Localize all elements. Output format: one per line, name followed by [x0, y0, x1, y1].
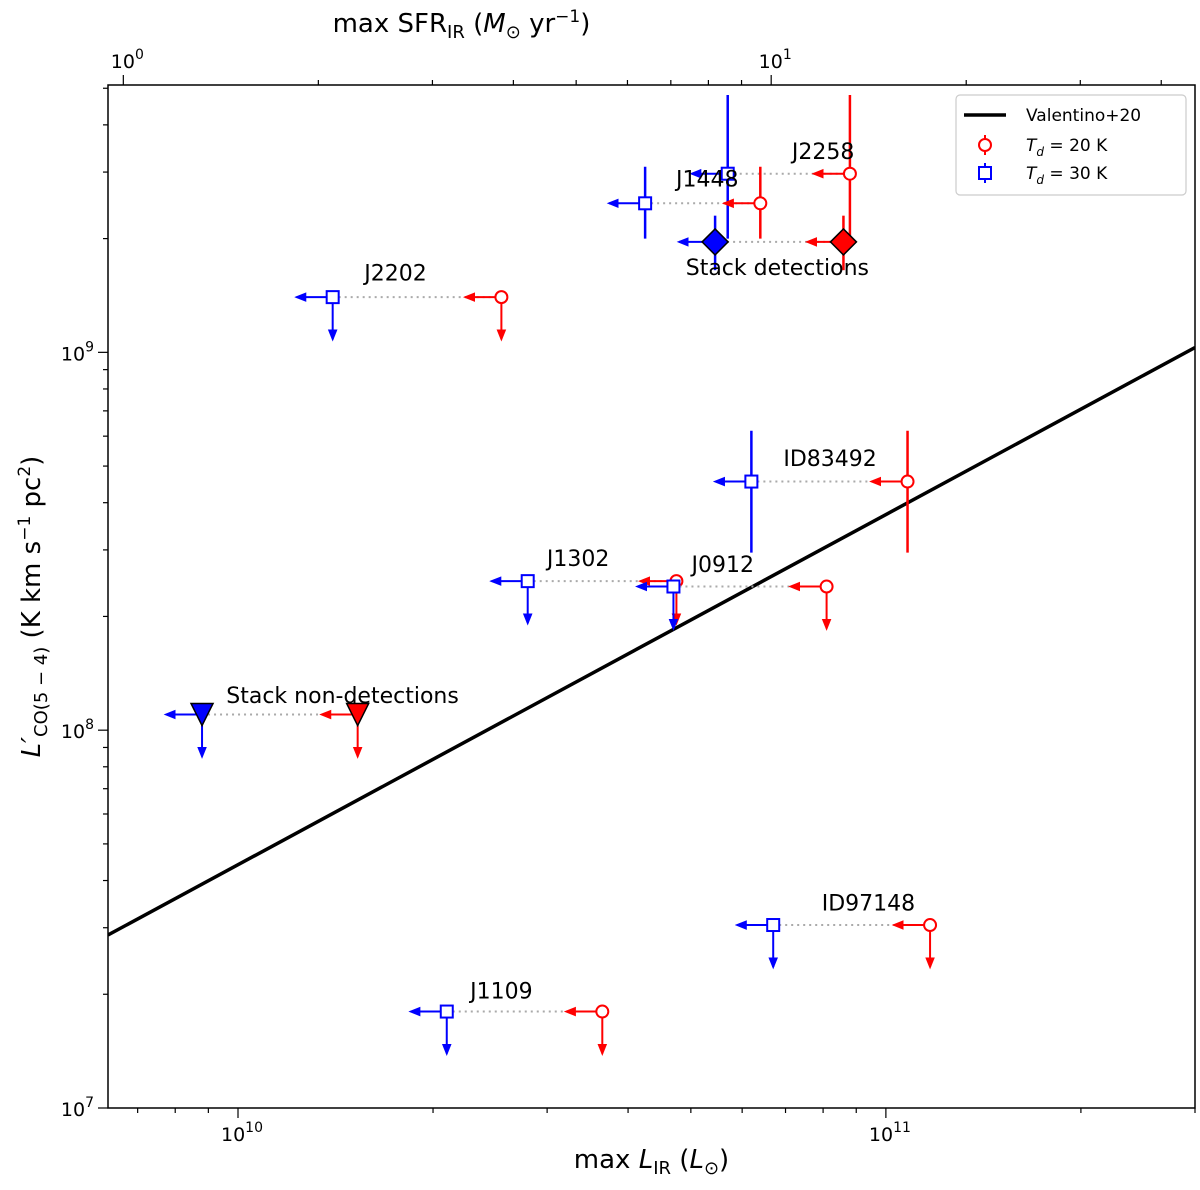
j2258-label: J2258 — [790, 140, 854, 165]
id83492-td30-marker — [744, 474, 759, 489]
id83492-td20-marker — [900, 474, 915, 489]
j2258-td20-marker — [842, 166, 857, 181]
j1109-td30-marker — [439, 1004, 454, 1019]
stack-non-detections-label: Stack non-detections — [226, 684, 459, 709]
id97148-td30-marker — [766, 918, 781, 933]
stack-non-detections-td20-marker — [345, 702, 370, 728]
x2-axis-title: max SFRIR (M⊙ yr−1) — [333, 7, 591, 43]
y-tick-label: 107 — [61, 1095, 94, 1121]
y-tick-label: 109 — [61, 339, 94, 365]
valentino20-relation-line — [108, 345, 1195, 937]
y-tick-label: 108 — [61, 717, 94, 743]
y-axis-title: L′CO(5 − 4) (K km s−1 pc2) — [15, 456, 52, 758]
j2258-td30-marker — [720, 166, 735, 181]
j1448-label: J1448 — [674, 167, 738, 192]
legend-box — [955, 94, 1187, 196]
j1448-td30-marker — [638, 196, 653, 211]
legend: Valentino+20 Td = 20 K Td = 30 K — [955, 94, 1187, 196]
j0912-td30-marker — [666, 579, 681, 594]
j1109-label: J1109 — [468, 979, 532, 1004]
x-tick-label: 1010 — [221, 1120, 263, 1146]
legend-relation-label: Valentino+20 — [1026, 106, 1141, 126]
x2-tick-label: 101 — [759, 47, 792, 73]
j1448-td20-marker — [753, 196, 768, 211]
stack-detections-td20-marker — [829, 227, 858, 256]
j2202-td20-marker — [494, 290, 509, 305]
id97148-td20-marker — [923, 918, 938, 933]
j2202-td30-marker — [325, 290, 340, 305]
id83492-label: ID83492 — [783, 447, 876, 472]
x2-tick-label: 100 — [111, 47, 144, 73]
j0912-td20-marker — [819, 579, 834, 594]
plot-area — [108, 94, 1195, 1056]
axes: J2258 J1448 J2202 ID83492 J1302 J0912 ID97148 J… — [15, 7, 1196, 1179]
x-tick-label: 1011 — [869, 1120, 911, 1146]
j0912-label: J0912 — [689, 553, 753, 578]
legend-td30-label: Td = 30 K — [1026, 164, 1108, 187]
stack-detections-label: Stack detections — [686, 256, 869, 281]
legend-td20-label: Td = 20 K — [1026, 136, 1108, 159]
x-axis-title: max LIR (L⊙) — [574, 1145, 729, 1179]
id97148-label: ID97148 — [822, 892, 915, 917]
stack-non-detections-td30-marker — [189, 702, 215, 728]
j1109-td20-marker — [595, 1004, 610, 1019]
j1302-td30-marker — [520, 574, 535, 589]
legend-td20-marker — [978, 138, 992, 152]
j1302-label: J1302 — [545, 547, 609, 572]
legend-td30-marker — [978, 166, 992, 180]
plot-frame — [107, 84, 1196, 1109]
stack-detections-td30-marker — [701, 227, 730, 256]
j2202-label: J2202 — [362, 261, 426, 286]
